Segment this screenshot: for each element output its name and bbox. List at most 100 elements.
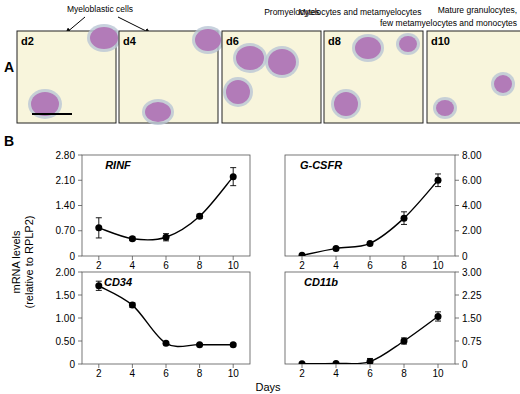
error-bar [230,168,236,186]
y-tick [455,180,459,181]
data-point [95,282,102,289]
cell-nucleus [334,92,358,116]
cell-nucleus [226,80,250,104]
y-tick-label: 1.40 [56,200,76,211]
data-point [401,338,408,345]
cell-nucleus [436,100,454,116]
x-tick-label: 8 [197,368,203,379]
x-tick-label: 6 [163,368,169,379]
day-label: d10 [431,35,450,47]
y-tick-label: 1.50 [56,290,76,301]
y-tick-label: 0 [69,251,75,262]
day-label: d2 [21,35,34,47]
data-point [230,173,237,180]
y-tick [455,364,459,365]
y-tick [455,230,459,231]
caption: Mature granulocytes, [438,5,517,15]
error-bar [367,358,373,364]
data-point [163,340,170,347]
error-cap [96,290,102,291]
y-axis-label: (relative to RPLP2) [23,216,35,309]
panel-label: B [4,133,14,149]
x-tick-label: 10 [432,260,444,271]
data-point [196,213,203,220]
data-point [435,313,442,320]
plot-marks [95,281,236,348]
x-tick-label: 2 [96,368,102,379]
series-line [302,316,438,363]
y-tick-label: 2.80 [56,150,76,161]
error-cap [435,311,441,312]
plot-frame [82,272,250,364]
data-point [435,177,442,184]
x-tick-label: 4 [130,368,136,379]
data-point [196,341,203,348]
y-tick [78,295,82,296]
data-point [299,360,306,364]
x-tick-label: 10 [228,260,240,271]
plot-marks [299,312,442,364]
series-line [99,177,233,240]
data-point [230,341,237,348]
x-tick-label: 8 [401,368,407,379]
y-tick-label: 6.00 [462,175,482,186]
micrograph-frame [324,31,423,123]
error-bar [401,212,407,225]
cell-cytoplasm [491,72,515,96]
data-point [333,360,340,364]
cell-cytoplasm [396,33,420,55]
cell-cytoplasm [352,34,384,62]
error-cap [96,237,102,238]
y-tick [78,230,82,231]
caption: Myelocytes and metamyelocytes [299,7,422,17]
data-point [95,224,102,231]
y-tick [78,180,82,181]
cell-cytoplasm [433,97,457,119]
cell-nucleus [268,49,296,75]
figure: AMyeloblastic cellsPromyelocytesMyelocyt… [0,0,520,394]
x-tick-label: 6 [367,368,373,379]
y-tick [78,272,82,273]
y-tick-label: 8.00 [462,150,482,161]
x-tick-label: 10 [228,368,240,379]
cell-nucleus [90,27,118,49]
y-tick-label: 0 [462,359,468,370]
cell-nucleus [236,46,264,70]
cell-cytoplasm [223,77,253,107]
scale-bar [32,113,72,115]
y-tick-label: 1.50 [462,313,482,324]
y-tick-label: 1.00 [56,313,76,324]
series-line [302,180,438,255]
panel-label: A [4,59,14,75]
y-tick-label: 2.10 [56,175,76,186]
y-tick-label: 4.00 [462,200,482,211]
y-tick [78,205,82,206]
cell-cytoplasm [265,46,299,78]
error-cap [435,173,441,174]
data-point [367,240,374,247]
cell-nucleus [494,75,512,93]
plot-marks [95,168,236,243]
y-tick-label: 0.50 [56,336,76,347]
y-tick [78,364,82,365]
error-cap [401,224,407,225]
plot-frame [82,155,250,256]
y-tick [78,341,82,342]
cell-nucleus [31,92,59,116]
y-tick-label: 2.25 [462,290,482,301]
error-cap [96,217,102,218]
caption: Myeloblastic cells [67,4,133,14]
error-bar [96,281,102,290]
x-tick-label: 8 [401,260,407,271]
y-tick [455,295,459,296]
chart-title: G-CSFR [300,159,342,171]
y-tick-label: 0 [69,359,75,370]
y-axis-label: mRNA levels [10,230,22,293]
y-tick [455,155,459,156]
x-tick-label: 6 [163,260,169,271]
micrograph-frame [222,31,321,123]
x-tick-label: 4 [130,260,136,271]
error-bar [435,312,441,321]
cell-cytoplasm [192,26,224,54]
y-tick [455,341,459,342]
